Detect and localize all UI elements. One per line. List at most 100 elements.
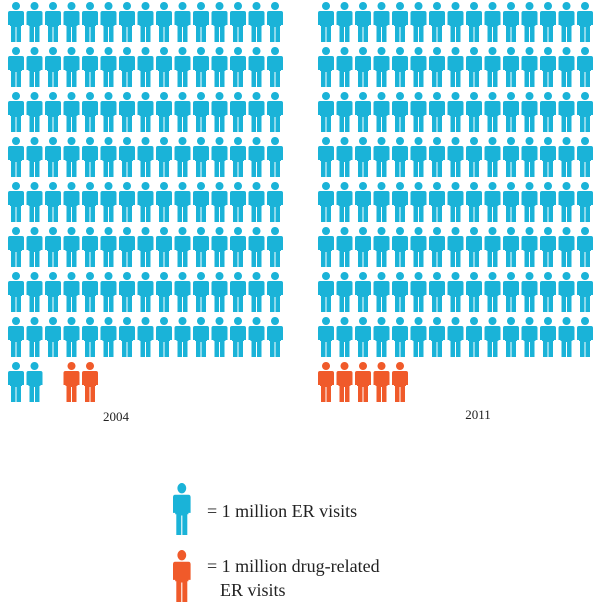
er-visit-icon (63, 317, 80, 357)
er-visit-icon (211, 92, 228, 132)
er-visit-icon (248, 317, 265, 357)
er-visit-icon (540, 317, 556, 357)
er-visit-icon (410, 92, 427, 132)
er-visit-icon (211, 137, 228, 177)
er-visit-icon (137, 47, 154, 87)
er-visit-icon (336, 92, 353, 132)
er-visit-icon (174, 227, 191, 267)
er-visit-icon (267, 2, 283, 42)
drug-visit-icon (336, 362, 353, 402)
er-visit-icon (82, 47, 98, 87)
er-visit-icon (558, 2, 575, 42)
er-visit-icon (521, 182, 538, 222)
legend-icon (173, 550, 191, 602)
er-visit-icon (26, 47, 43, 87)
er-visit-icon (373, 2, 390, 42)
er-visit-icon (318, 317, 334, 357)
er-visit-icon (392, 2, 408, 42)
er-visit-icon (429, 272, 445, 312)
er-visit-icon (82, 182, 98, 222)
er-visit-icon (193, 272, 209, 312)
er-visit-icon (558, 227, 575, 267)
er-visit-icon (336, 317, 353, 357)
er-visit-icon (156, 272, 172, 312)
er-visit-icon (63, 92, 80, 132)
er-visit-icon (100, 2, 117, 42)
er-visit-icon (193, 137, 209, 177)
er-visit-icon-part (45, 362, 61, 402)
er-visit-icon (577, 2, 593, 42)
er-visit-icon (45, 137, 61, 177)
er-visit-icon (45, 317, 61, 357)
er-visit-icon (392, 317, 408, 357)
er-visit-icon (577, 272, 593, 312)
er-visit-icon (558, 137, 575, 177)
er-visit-icon (26, 137, 43, 177)
er-visit-icon (373, 317, 390, 357)
er-visit-icon (100, 317, 117, 357)
er-visit-icon (429, 182, 445, 222)
er-visit-icon (447, 317, 464, 357)
er-visit-icon (484, 182, 501, 222)
er-visit-icon (318, 47, 334, 87)
er-visit-icon (355, 182, 371, 222)
er-visit-icon (373, 272, 390, 312)
er-visit-icon (119, 317, 135, 357)
er-visit-icon (521, 92, 538, 132)
er-visit-icon (26, 92, 43, 132)
er-visit-icon (174, 272, 191, 312)
drug-visit-icon (318, 362, 334, 402)
er-visit-icon (392, 92, 408, 132)
er-visit-icon (521, 2, 538, 42)
er-visit-icon (336, 227, 353, 267)
er-visit-icon (230, 137, 246, 177)
er-visit-icon (373, 227, 390, 267)
er-visit-icon (466, 2, 482, 42)
er-visit-icon (156, 317, 172, 357)
er-visit-icon (193, 92, 209, 132)
er-visit-icon (63, 272, 80, 312)
legend-item: = 1 million ER visits (173, 483, 357, 535)
er-visit-icon (100, 272, 117, 312)
er-visit-icon (8, 362, 24, 402)
er-visit-icon (558, 182, 575, 222)
er-visit-icon (63, 137, 80, 177)
er-visit-icon (156, 227, 172, 267)
er-visit-icon (248, 182, 265, 222)
er-visit-icon (410, 317, 427, 357)
er-visit-icon (119, 92, 135, 132)
er-visit-icon (318, 92, 334, 132)
er-visit-icon (119, 137, 135, 177)
er-visit-icon (156, 47, 172, 87)
er-visit-icon (230, 272, 246, 312)
er-visit-icon (355, 2, 371, 42)
er-visit-icon (137, 317, 154, 357)
er-visit-icon (211, 227, 228, 267)
er-visit-icon (8, 137, 24, 177)
er-visit-icon (193, 47, 209, 87)
er-visit-icon (8, 272, 24, 312)
panel-label: 2011 (465, 407, 491, 422)
er-visit-icon (503, 317, 519, 357)
er-visit-icon (137, 227, 154, 267)
er-visit-icon (373, 137, 390, 177)
er-visit-icon (410, 182, 427, 222)
er-visit-icon (100, 92, 117, 132)
er-visit-icon (63, 2, 80, 42)
er-visit-icon (26, 2, 43, 42)
er-visit-icon (248, 272, 265, 312)
er-visit-icon (336, 137, 353, 177)
drug-visit-icon-part (45, 362, 61, 402)
er-visit-icon (392, 47, 408, 87)
er-visit-icon (267, 182, 283, 222)
er-visit-icon (447, 182, 464, 222)
er-visit-icon (45, 47, 61, 87)
er-visit-icon (373, 182, 390, 222)
er-visit-icon (82, 2, 98, 42)
er-visit-icon (248, 227, 265, 267)
er-visit-icon (447, 272, 464, 312)
er-visit-icon (267, 317, 283, 357)
er-visit-icon (8, 47, 24, 87)
er-visit-icon (100, 137, 117, 177)
